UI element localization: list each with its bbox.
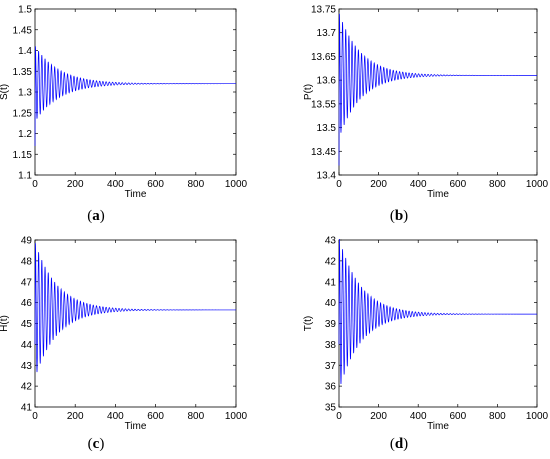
y-tick-label: 44 (21, 340, 33, 351)
y-tick-label: 1.2 (18, 129, 32, 140)
x-tick-label: 1000 (526, 411, 549, 422)
x-tick-label: 600 (147, 411, 164, 422)
series-line (338, 13, 538, 166)
y-tick-label: 43 (325, 236, 337, 247)
chart-panel-b: 0 200 400 600 800 1000 13.4 13.45 13.5 13.55 13.6 1… (303, 5, 549, 225)
panel-label-letter: d (395, 436, 404, 452)
x-tick-label: 1000 (225, 179, 248, 190)
plot-frame (338, 8, 538, 176)
y-tick-label: 37 (325, 361, 337, 372)
y-tick-label: 1.1 (18, 171, 32, 182)
series-line (34, 46, 236, 146)
x-tick-label: 0 (336, 411, 342, 422)
x-tick-label: 800 (489, 179, 506, 190)
x-axis-label: Time (125, 189, 147, 200)
panel-label-letter: a (92, 208, 100, 224)
y-tick-label: 42 (325, 256, 337, 267)
x-tick-label: 0 (32, 411, 38, 422)
y-tick-label: 13.55 (311, 99, 336, 110)
y-tick-label: 1.3 (18, 88, 32, 99)
y-tick-label: 43 (21, 361, 33, 372)
y-tick-label: 1.25 (13, 108, 33, 119)
y-tick-label: 13.6 (317, 76, 337, 87)
x-tick-label: 800 (489, 411, 506, 422)
chart-panel-a: 0 200 400 600 800 1000 1.1 1.15 1.2 1.25 1.3 1.35 1.… (0, 5, 248, 225)
x-tick-label: 200 (370, 411, 387, 422)
y-axis-label: H(t) (0, 315, 10, 332)
x-tick-label: 0 (336, 179, 342, 190)
panel-label: (d) (390, 436, 408, 452)
panel-label-letter: c (93, 436, 100, 452)
y-tick-label: 39 (325, 319, 337, 330)
y-tick-label: 49 (21, 236, 33, 247)
y-tick-label: 13.5 (317, 123, 337, 134)
panel-label-open: ( (390, 208, 395, 224)
chart-panel-c: 0 200 400 600 800 1000 41 42 43 44 45 46 47 48 49 Time H… (0, 236, 248, 453)
plot-frame (34, 8, 237, 176)
y-tick-label: 13.65 (311, 52, 336, 63)
x-tick-label: 600 (449, 411, 466, 422)
panel-label-close: ) (100, 208, 105, 224)
x-tick-label: 600 (449, 179, 466, 190)
panel-label-close: ) (403, 208, 408, 224)
panel-label-close: ) (403, 436, 408, 452)
x-tick-label: 400 (410, 179, 427, 190)
y-tick-label: 1.35 (13, 67, 33, 78)
y-tick-label: 13.4 (317, 171, 337, 182)
y-tick-label: 42 (21, 382, 33, 393)
panel-label-open: ( (390, 436, 395, 452)
x-tick-label: 400 (107, 411, 124, 422)
panel-label-open: ( (88, 436, 93, 452)
panel-label-open: ( (87, 208, 92, 224)
y-axis-label: T(t) (303, 316, 314, 332)
y-tick-label: 13.75 (311, 5, 336, 16)
panel-label-close: ) (99, 436, 104, 452)
y-tick-label: 13.45 (311, 147, 336, 158)
series-line (338, 238, 537, 385)
y-tick-label: 1.15 (13, 150, 33, 161)
plot-frame (34, 239, 237, 408)
y-tick-label: 41 (325, 277, 337, 288)
x-tick-label: 800 (187, 411, 204, 422)
x-tick-label: 200 (370, 179, 387, 190)
y-tick-label: 46 (21, 298, 33, 309)
chart-panel-d: 0 200 400 600 800 1000 35 36 37 38 39 40 41 42 43 Time T… (303, 236, 549, 453)
y-tick-label: 38 (325, 340, 337, 351)
x-tick-label: 0 (32, 179, 38, 190)
x-tick-label: 400 (107, 179, 124, 190)
x-tick-label: 200 (67, 179, 84, 190)
y-tick-label: 35 (325, 403, 337, 414)
panel-label: (b) (390, 208, 408, 224)
x-tick-label: 600 (147, 179, 164, 190)
y-tick-label: 48 (21, 256, 33, 267)
panel-label-letter: b (395, 208, 403, 224)
y-axis-label: P(t) (303, 84, 314, 100)
x-axis-label: Time (427, 421, 449, 432)
x-axis-label: Time (427, 189, 449, 200)
x-tick-label: 400 (410, 411, 427, 422)
y-tick-label: 1.5 (18, 5, 32, 16)
y-tick-label: 47 (21, 277, 33, 288)
y-tick-label: 1.45 (13, 25, 33, 36)
panel-label: (a) (87, 208, 105, 224)
y-axis-label: S(t) (0, 84, 10, 100)
y-tick-label: 45 (21, 319, 33, 330)
series-line (34, 243, 236, 373)
x-tick-label: 1000 (225, 411, 248, 422)
y-tick-label: 41 (21, 403, 33, 414)
y-tick-label: 40 (325, 298, 337, 309)
x-tick-label: 1000 (526, 179, 549, 190)
panel-label: (c) (88, 436, 105, 452)
y-tick-label: 36 (325, 382, 337, 393)
x-tick-label: 800 (187, 179, 204, 190)
y-tick-label: 13.7 (317, 28, 337, 39)
y-tick-label: 1.4 (18, 46, 32, 57)
x-tick-label: 200 (67, 411, 84, 422)
x-axis-label: Time (125, 421, 147, 432)
